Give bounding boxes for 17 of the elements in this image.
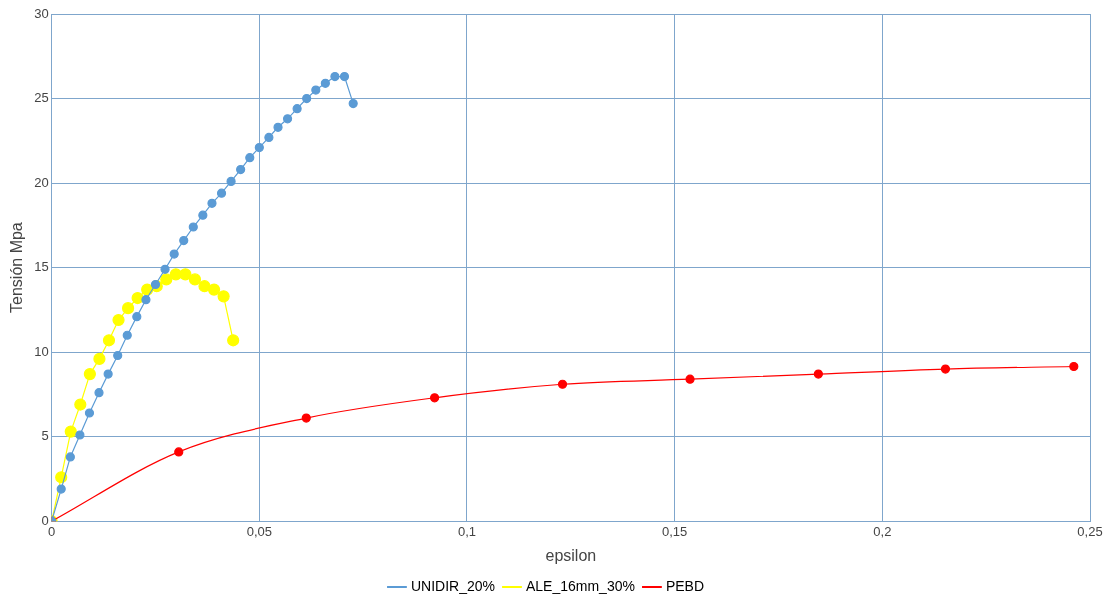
x-axis-title: epsilon: [545, 546, 597, 564]
y-tick-label: 25: [34, 90, 49, 106]
legend-label: PEBD: [665, 577, 705, 594]
legend-label: UNIDIR_20%: [410, 577, 495, 594]
x-tick-label: 0,15: [662, 523, 688, 539]
y-tick-label: 5: [41, 428, 49, 444]
x-tick-label: 0,1: [457, 523, 477, 539]
y-tick-label: 0: [41, 512, 49, 528]
y-axis-title: Tensión Mpa: [8, 222, 26, 313]
x-tick-label: 0,2: [873, 523, 892, 539]
x-tick-label: 0,25: [1077, 523, 1103, 539]
y-tick-label: 20: [34, 174, 49, 190]
y-tick-label: 30: [34, 5, 49, 21]
y-tick-label: 10: [34, 343, 49, 359]
y-tick-label: 15: [34, 259, 49, 275]
legend-label: ALE_16mm_30%: [525, 577, 635, 594]
x-tick-label: 0,05: [246, 523, 272, 539]
